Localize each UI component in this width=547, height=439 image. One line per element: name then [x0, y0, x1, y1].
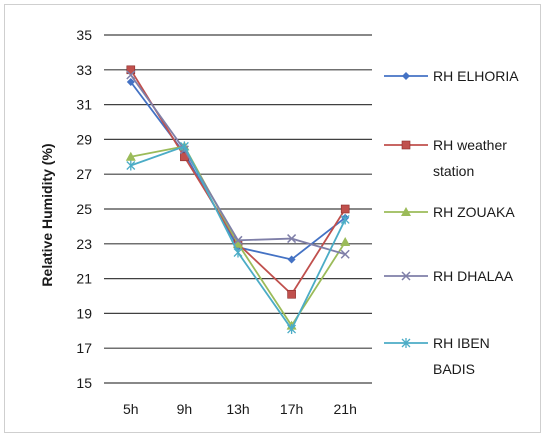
series-rh-zouaka — [125, 141, 351, 330]
series-lines — [125, 65, 351, 335]
legend-marker — [401, 207, 411, 216]
series-line — [130, 69, 346, 296]
data-point — [126, 65, 136, 75]
data-point — [126, 70, 136, 80]
data-point — [287, 255, 296, 264]
legend-label: RH ZOUAKA — [433, 204, 515, 220]
y-tick-label: 31 — [76, 97, 92, 113]
y-tick-label: 21 — [76, 271, 92, 287]
data-point — [340, 204, 350, 214]
x-tick-label: 9h — [177, 401, 193, 417]
data-point — [233, 247, 243, 258]
legend-item: RH ZOUAKA — [384, 204, 515, 220]
y-tick-label: 25 — [76, 201, 92, 217]
series-rh-iben-badis — [126, 141, 350, 335]
y-tick-label: 29 — [76, 131, 92, 147]
data-point — [126, 160, 136, 171]
y-tick-label: 35 — [76, 27, 92, 43]
legend-item: RH weather station — [384, 137, 507, 179]
legend-label: RH weather — [433, 137, 507, 153]
data-point — [125, 151, 136, 161]
legend-marker — [402, 72, 410, 80]
data-point — [126, 77, 135, 86]
data-point — [340, 249, 350, 259]
y-tick-label: 15 — [76, 375, 92, 391]
series-rh-elhoria — [126, 77, 350, 264]
x-tick-label: 5h — [123, 401, 139, 417]
legend-label: station — [433, 163, 474, 179]
gridlines — [104, 34, 372, 384]
data-point — [233, 235, 243, 245]
x-tick-labels: 5h 9h 13h 17h 21h — [123, 401, 357, 417]
y-tick-label: 33 — [76, 62, 92, 78]
legend-label: RH IBEN — [433, 335, 490, 351]
legend-label: RH ELHORIA — [433, 68, 519, 84]
data-point — [233, 238, 243, 248]
data-point — [287, 324, 297, 335]
series-rh-weather-station — [126, 65, 350, 299]
legend-label: RH DHALAA — [433, 268, 514, 284]
legend-label: BADIS — [433, 361, 475, 377]
data-point — [340, 214, 350, 225]
y-tick-label: 17 — [76, 340, 92, 356]
legend: RH ELHORIA RH weather station RH ZOUAKA RH D… — [384, 68, 519, 377]
series-rh-dhalaa — [126, 70, 350, 259]
x-tick-label: 21h — [334, 401, 357, 417]
data-point — [340, 237, 351, 247]
legend-marker — [401, 338, 411, 348]
data-point — [287, 289, 296, 299]
series-line — [130, 74, 346, 256]
y-tick-labels: 15 17 19 21 23 25 27 29 31 33 35 — [76, 27, 92, 391]
legend-item: RH DHALAA — [384, 268, 514, 284]
data-point — [287, 234, 297, 244]
legend-item: RH IBEN BADIS — [384, 335, 490, 377]
x-tick-label: 13h — [226, 401, 249, 417]
y-tick-label: 19 — [76, 305, 92, 321]
legend-marker — [401, 140, 411, 150]
series-line — [130, 81, 346, 261]
y-tick-label: 23 — [76, 236, 92, 252]
y-axis-label: Relative Humidity (%) — [39, 143, 55, 286]
chart-frame — [4, 4, 541, 433]
x-tick-label: 17h — [280, 401, 303, 417]
legend-item: RH ELHORIA — [384, 68, 519, 84]
legend-marker — [401, 271, 411, 281]
y-tick-label: 27 — [76, 166, 92, 182]
series-line — [130, 145, 346, 328]
data-point — [179, 141, 189, 152]
